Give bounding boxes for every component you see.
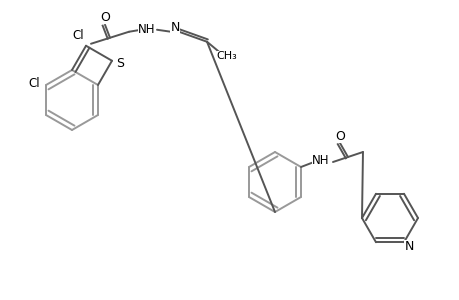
Text: N: N [170,21,179,34]
Text: Cl: Cl [72,29,84,42]
Text: S: S [116,57,124,70]
Text: N: N [403,240,413,253]
Text: O: O [334,130,344,142]
Text: O: O [100,11,110,24]
Text: CH₃: CH₃ [216,51,237,61]
Text: Cl: Cl [28,76,40,89]
Text: NH: NH [312,154,329,166]
Text: NH: NH [138,23,156,36]
